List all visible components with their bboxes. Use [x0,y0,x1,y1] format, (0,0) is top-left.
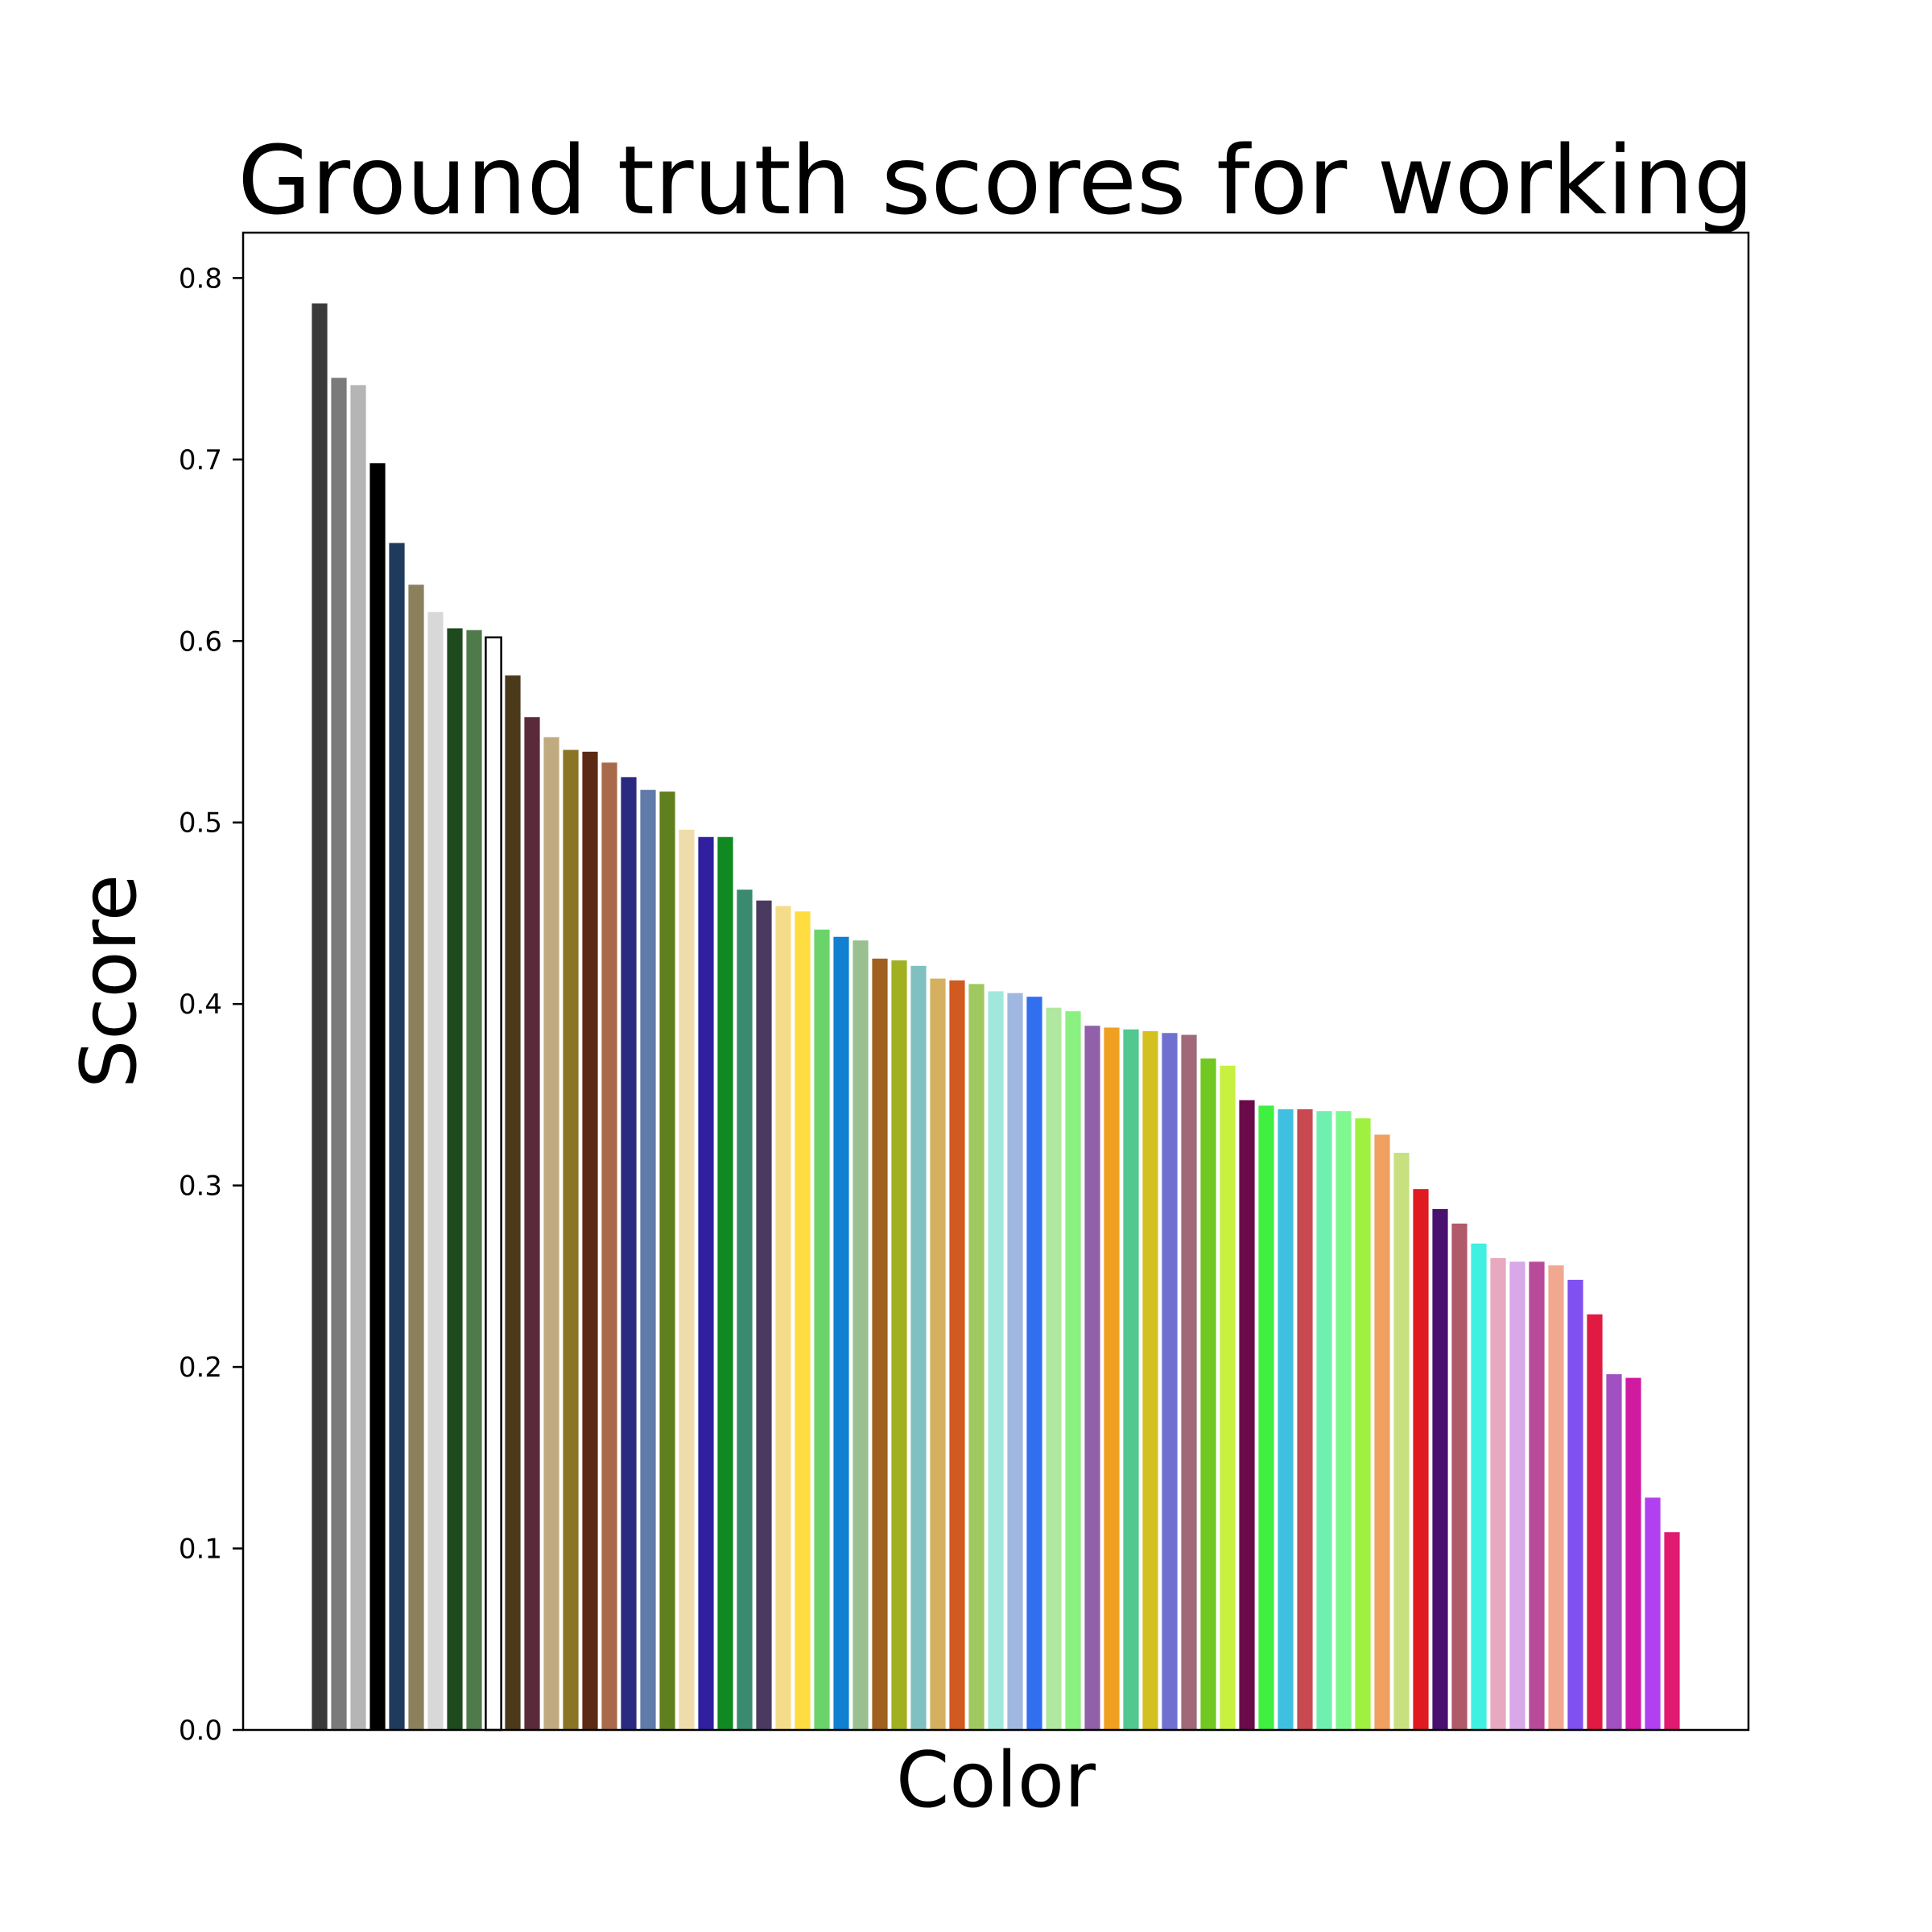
bar [563,749,579,1730]
bar [1393,1153,1410,1730]
bar [427,612,444,1731]
bar [543,737,559,1730]
bar [505,675,521,1730]
plot-frame [242,231,1750,1732]
bar [389,543,405,1730]
bar [1007,993,1023,1730]
bar [1413,1189,1429,1730]
bar [1451,1223,1468,1730]
bar [910,965,927,1730]
x-axis-label: Color [896,1736,1096,1825]
bar [582,751,598,1730]
bar [1587,1314,1603,1730]
y-tick-label: 0.5 [179,807,222,840]
bar [1200,1058,1216,1730]
bar [1123,1029,1139,1730]
bar [1084,1026,1100,1730]
y-tick-label: 0.4 [179,989,222,1021]
bar [1606,1374,1622,1730]
bar [988,991,1004,1730]
bar [1142,1031,1158,1730]
y-axis-label: Score [65,874,154,1088]
bar [814,929,830,1730]
bar [1258,1105,1274,1730]
bar [1374,1134,1390,1730]
bar [1162,1033,1178,1730]
bar [717,836,733,1730]
bar [949,980,965,1730]
bar [737,890,753,1730]
bar [1529,1261,1545,1730]
bar [833,936,849,1730]
bar [640,790,656,1730]
bar [1046,1007,1062,1730]
bar [331,378,347,1730]
bar [795,911,811,1730]
y-tick-label: 0.6 [179,625,222,658]
bar [679,829,695,1730]
chart-title: Ground truth scores for working [237,125,1754,236]
bar [1335,1111,1352,1730]
bar [1432,1208,1448,1730]
y-tick-label: 0.0 [179,1715,222,1747]
bar [1548,1265,1564,1730]
bar [1509,1261,1525,1730]
bar [1297,1108,1313,1730]
bar [1567,1279,1583,1730]
bar [485,636,502,1732]
bar [1239,1100,1255,1730]
bar [1104,1027,1120,1730]
bar [408,584,424,1730]
bar [1355,1118,1371,1730]
bar [1664,1532,1680,1730]
bar [1065,1011,1081,1730]
bar [621,777,637,1730]
bar [524,716,540,1731]
bar [1490,1257,1506,1730]
bar [852,940,869,1730]
y-tick-label: 0.1 [179,1534,222,1566]
bar [601,762,617,1730]
bar [968,984,985,1730]
bar [891,960,907,1730]
bar [1471,1243,1487,1730]
bar [312,303,328,1731]
bar [698,836,714,1730]
bar [775,906,791,1730]
bar [930,978,946,1730]
bar [1625,1377,1641,1730]
bar [350,385,366,1730]
y-tick-label: 0.8 [179,262,222,295]
bar [1220,1065,1236,1730]
bar [369,463,386,1730]
y-axis-ticks: 0.0 0.1 0.2 0.3 0.4 0.5 0.6 0.7 0.8 [179,262,243,1747]
bar [466,630,482,1730]
bar [1026,997,1042,1730]
y-tick-label: 0.3 [179,1170,222,1203]
bars-group [312,303,1680,1732]
y-tick-label: 0.2 [179,1352,222,1384]
bar [447,628,463,1730]
bar [872,958,888,1730]
bar [1278,1108,1294,1730]
bar [659,791,675,1730]
y-tick-label: 0.7 [179,444,222,477]
bar [756,900,772,1730]
bar [1316,1111,1332,1730]
bar [1181,1034,1197,1730]
bar [1645,1497,1661,1730]
